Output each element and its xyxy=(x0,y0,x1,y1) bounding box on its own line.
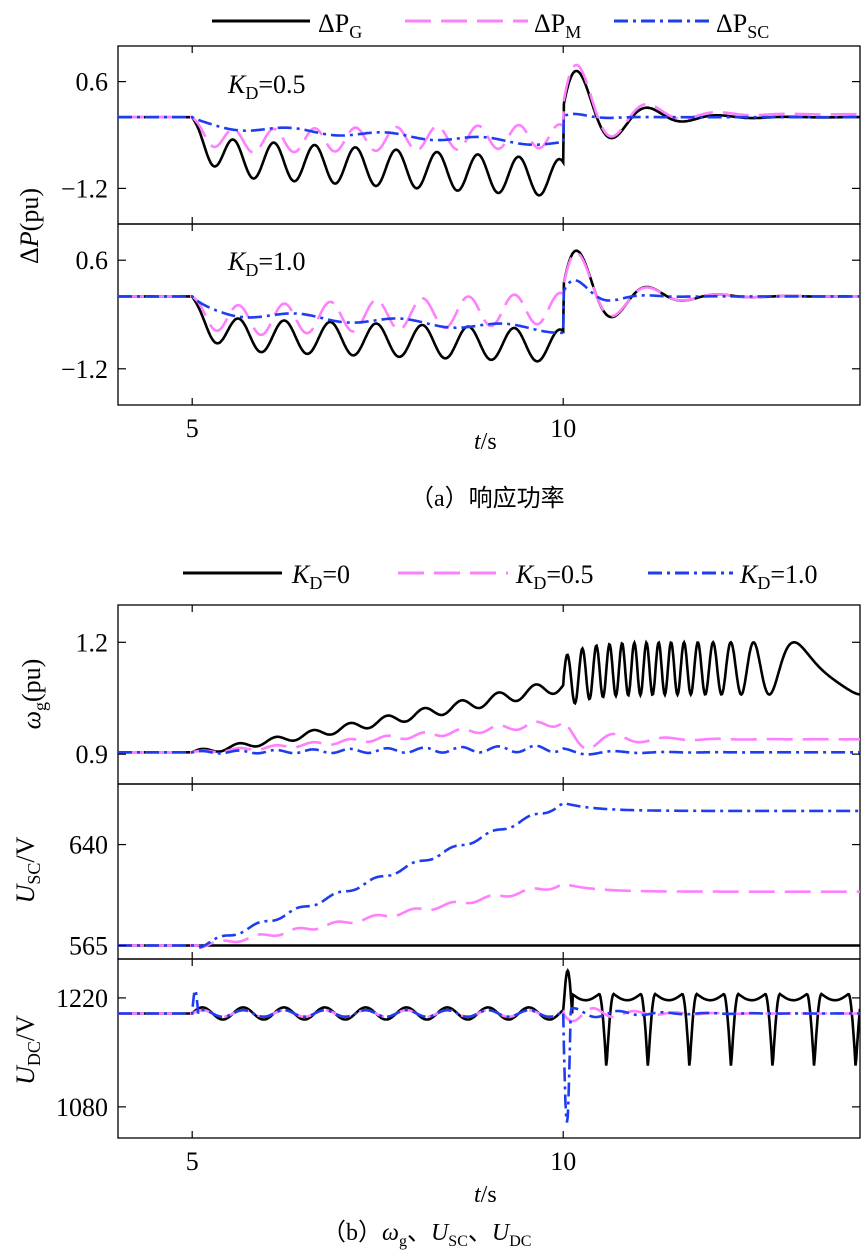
legend-a-label-pm: ΔPM xyxy=(534,9,581,42)
ytick-label-b-udc-1: 1080 xyxy=(56,1093,108,1122)
series-b-usc-2 xyxy=(118,801,860,949)
xtick-label-a-bottom-0: 5 xyxy=(186,414,199,443)
panel-b-udc-frame xyxy=(117,958,861,1139)
panel-a-bottom-frame xyxy=(117,223,861,406)
ytick-label-b-omega-0: 1.2 xyxy=(76,628,109,657)
legend-a-label-pg: ΔPG xyxy=(318,9,362,42)
legend-a: ΔPG ΔPM ΔPSC xyxy=(212,9,769,42)
xtick-label-a-bottom-1: 10 xyxy=(550,414,576,443)
series-b-omega-1 xyxy=(118,720,860,754)
xtick-label-b-udc-0: 5 xyxy=(186,1147,199,1176)
legend-b: KD=0 KD=0.5 KD=1.0 xyxy=(183,560,818,593)
ytick-label-a-top-0: 0.6 xyxy=(76,68,109,97)
ylabel-udc: UDC/V xyxy=(11,1015,44,1085)
xlabel-a: t/s xyxy=(474,429,497,455)
ytick-label-b-usc-1: 565 xyxy=(69,932,108,961)
ytick-label-a-bottom-0: 0.6 xyxy=(76,246,109,275)
legend-b-label-kd10: KD=1.0 xyxy=(739,560,818,593)
legend-a-label-psc: ΔPSC xyxy=(716,9,769,42)
series-a-bottom-2 xyxy=(118,278,860,335)
ytick-label-b-udc-0: 1220 xyxy=(56,984,108,1013)
ytick-label-b-usc-0: 640 xyxy=(69,831,108,860)
legend-b-label-kd0: KD=0 xyxy=(291,560,350,593)
ylabel-omega: ωg(pu) xyxy=(17,659,50,730)
xtick-label-b-udc-1: 10 xyxy=(550,1147,576,1176)
series-b-usc-1 xyxy=(118,882,860,950)
ylabel-usc: USC/V xyxy=(11,836,44,903)
annotation-kd-10: KD=1.0 xyxy=(227,247,306,280)
tick-layers: 0.6 −1.2 0.6 −1.2 5 10 1.2 0.9 640 565 1220 1080 5 10 xyxy=(56,46,860,1176)
series-b-udc-2 xyxy=(118,986,860,1123)
ylabel-a: ΔP(pu) xyxy=(15,188,44,264)
series-b-omega-0 xyxy=(118,639,860,754)
panel-b-omega-frame xyxy=(117,604,861,785)
ytick-label-b-omega-1: 0.9 xyxy=(76,740,109,769)
xlabel-b: t/s xyxy=(474,1182,497,1208)
ytick-label-a-top-1: −1.2 xyxy=(61,174,108,203)
series-a-top-2 xyxy=(118,112,860,147)
series-b-omega-2 xyxy=(118,744,860,756)
caption-b: （b）ωg、USC、UDC xyxy=(322,1220,531,1250)
legend-b-label-kd05: KD=0.5 xyxy=(515,560,594,593)
annotation-kd-05: KD=0.5 xyxy=(227,70,306,103)
plot-layers xyxy=(118,63,860,1123)
series-a-top-1 xyxy=(118,63,860,154)
caption-a: （a）响应功率 xyxy=(410,485,565,512)
series-b-udc-0 xyxy=(118,967,860,1066)
ytick-label-a-bottom-1: −1.2 xyxy=(61,355,108,384)
